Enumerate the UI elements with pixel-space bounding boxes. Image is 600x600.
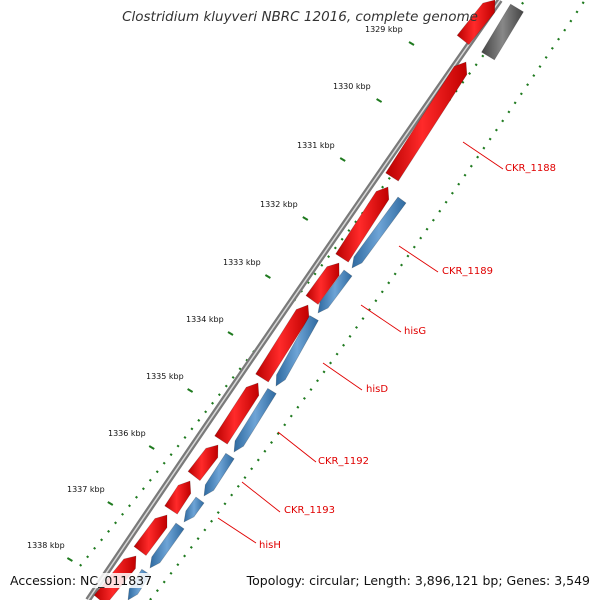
reverse-gene-arrow bbox=[317, 269, 353, 314]
forward-gene-arrow bbox=[456, 0, 496, 46]
scale-tick-mark bbox=[66, 557, 73, 562]
scale-tick-mark bbox=[339, 157, 346, 162]
forward-gene-arrow bbox=[133, 514, 168, 556]
forward-gene-arrow bbox=[385, 61, 468, 182]
gene-label-leader bbox=[241, 481, 281, 513]
scale-tick-mark bbox=[408, 41, 415, 46]
inner-dotted-ring bbox=[149, 0, 586, 600]
scale-tick-label: 1331 kbp bbox=[297, 141, 335, 150]
map-title: Clostridium kluyveri NBRC 12016, complet… bbox=[122, 9, 478, 25]
scale-tick-label: 1334 kbp bbox=[186, 315, 224, 324]
scale-tick-label: 1337 kbp bbox=[67, 485, 105, 494]
reverse-gene-arrow bbox=[183, 496, 205, 523]
gene-label-leader bbox=[462, 141, 504, 170]
gene-label-leader bbox=[217, 517, 257, 544]
scale-ticks: 1329 kbp 1330 kbp 1331 kbp 1332 kbp 1333 kbp… bbox=[27, 25, 415, 562]
gene-label: hisH bbox=[259, 540, 281, 551]
scale-tick-mark bbox=[187, 388, 194, 393]
forward-gene-arrow bbox=[255, 304, 310, 383]
scale-tick-mark bbox=[148, 445, 155, 450]
scale-tick-mark bbox=[264, 274, 271, 279]
gene-label-leaders: CKR_1188 CKR_1189 hisG hisD CKR_1192 CKR_1193… bbox=[217, 141, 556, 551]
scale-tick-label: 1338 kbp bbox=[27, 541, 65, 550]
scale-tick-label: 1336 kbp bbox=[108, 429, 146, 438]
scale-tick-mark bbox=[107, 501, 114, 506]
forward-gene-arrow bbox=[305, 262, 340, 305]
reverse-gene-arrow bbox=[275, 315, 319, 387]
backbone-highlight bbox=[87, 0, 501, 600]
gene-label: CKR_1189 bbox=[442, 266, 493, 277]
forward-gene-arrow bbox=[164, 480, 192, 515]
reverse-gene-arrow bbox=[149, 522, 185, 569]
other-feature-block bbox=[481, 3, 524, 61]
forward-gene-arrow bbox=[187, 444, 219, 482]
topology-summary: Topology: circular; Length: 3,896,121 bp… bbox=[244, 573, 592, 588]
reverse-gene-arrow bbox=[233, 387, 277, 453]
gene-label: CKR_1188 bbox=[505, 163, 556, 174]
reverse-gene-arrow bbox=[351, 196, 407, 269]
forward-gene-arrow bbox=[335, 186, 390, 263]
gene-label: hisD bbox=[366, 384, 388, 395]
scale-tick-label: 1332 kbp bbox=[260, 200, 298, 209]
gene-label: CKR_1193 bbox=[284, 505, 335, 516]
scale-tick-mark bbox=[227, 331, 234, 336]
scale-tick-label: 1329 kbp bbox=[365, 25, 403, 34]
scale-tick-mark bbox=[376, 98, 383, 103]
gene-label-leader bbox=[360, 304, 402, 333]
gene-label-leader bbox=[277, 431, 317, 463]
gene-label-leader bbox=[398, 245, 439, 273]
scale-tick-label: 1333 kbp bbox=[223, 258, 261, 267]
reverse-gene-arrow bbox=[203, 452, 235, 497]
gene-label: CKR_1192 bbox=[318, 456, 369, 467]
forward-gene-arrow bbox=[214, 382, 260, 445]
accession-text: Accession: NC_011837 bbox=[8, 573, 155, 588]
scale-tick-label: 1330 kbp bbox=[333, 82, 371, 91]
scale-tick-label: 1335 kbp bbox=[146, 372, 184, 381]
gene-label-leader bbox=[322, 362, 363, 391]
scale-tick-mark bbox=[302, 216, 309, 221]
gene-label: hisG bbox=[404, 326, 426, 337]
